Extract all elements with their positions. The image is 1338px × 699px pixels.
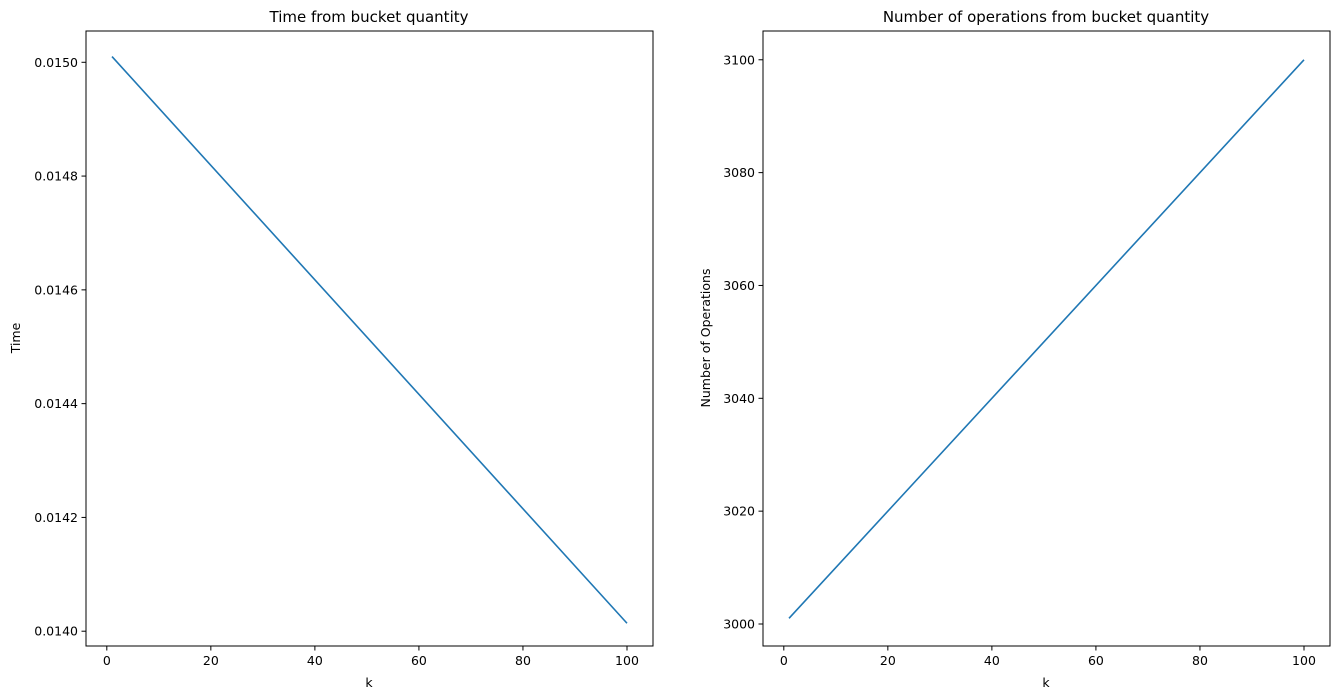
time-y-tick-label: 0.0142 (34, 510, 78, 525)
time-chart-ylabel: Time (8, 322, 23, 354)
time-plot-area: 0 20 40 60 80 100 0.0140 0.0142 0.0144 0.0146 0.01… (34, 30, 654, 668)
time-y-tick-label: 0.0144 (34, 396, 78, 411)
operations-series-line (788, 59, 1305, 619)
operations-y-tick-label: 3020 (723, 504, 755, 519)
time-x-tick-label: 80 (515, 653, 531, 668)
operations-y-tick-label: 3060 (723, 278, 755, 293)
operations-axes-frame (762, 30, 1331, 647)
operations-x-tick-label: 100 (1292, 653, 1316, 668)
time-chart: Time from bucket quantity 0 20 40 60 80 100 0.… (8, 8, 654, 690)
operations-x-tick-label: 80 (1192, 653, 1208, 668)
operations-chart-ylabel: Number of Operations (698, 269, 713, 408)
time-series-line (111, 56, 628, 624)
time-chart-title: Time from bucket quantity (269, 8, 469, 26)
operations-x-tick-label: 0 (780, 653, 788, 668)
operations-x-tick-label: 60 (1088, 653, 1104, 668)
time-y-tick-label: 0.0146 (34, 282, 78, 297)
operations-y-tick-label: 3080 (723, 165, 755, 180)
time-y-tick-label: 0.0148 (34, 169, 78, 184)
operations-y-tick-label: 3040 (723, 391, 755, 406)
operations-x-tick-label: 40 (984, 653, 1000, 668)
operations-chart: Number of operations from bucket quantit… (698, 8, 1331, 690)
time-x-tick-label: 20 (203, 653, 219, 668)
time-x-tick-label: 60 (411, 653, 427, 668)
time-x-tick-label: 40 (307, 653, 323, 668)
operations-chart-title: Number of operations from bucket quantit… (883, 8, 1209, 26)
time-axes-frame (85, 30, 654, 647)
time-y-tick-label: 0.0140 (34, 624, 78, 639)
time-x-tick-label: 100 (615, 653, 639, 668)
time-x-tick-label: 0 (103, 653, 111, 668)
operations-plot-area: 0 20 40 60 80 100 3000 3020 3040 3060 3080 3100 (723, 30, 1331, 668)
operations-chart-xlabel: k (1042, 675, 1050, 690)
time-chart-xlabel: k (365, 675, 373, 690)
operations-y-tick-label: 3100 (723, 52, 755, 67)
operations-x-tick-label: 20 (880, 653, 896, 668)
time-y-tick-label: 0.0150 (34, 55, 78, 70)
operations-y-tick-label: 3000 (723, 616, 755, 631)
